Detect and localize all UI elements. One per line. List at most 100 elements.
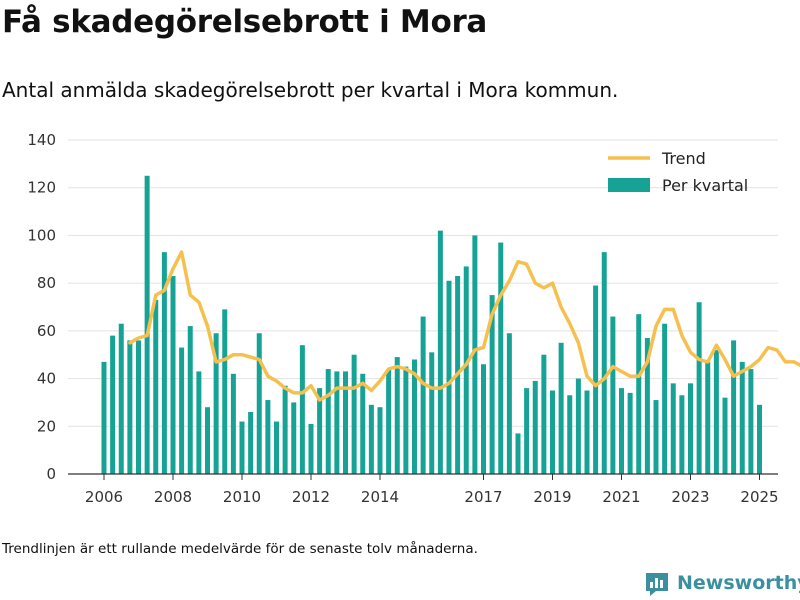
bar: [550, 390, 555, 474]
bar: [541, 354, 547, 474]
bar: [593, 285, 599, 474]
x-axis: 2006 2008 2010 2012 2014 2017 2019 2021 2023 2025: [68, 473, 779, 506]
y-tick-label: 80: [37, 274, 56, 292]
bar: [179, 347, 185, 474]
page-subtitle: Antal anmälda skadegörelsebrott per kvar…: [2, 78, 619, 102]
y-tick-label: 100: [27, 226, 56, 244]
bar: [584, 390, 590, 474]
bar: [429, 352, 435, 474]
y-tick-label: 0: [46, 465, 56, 483]
bar: [757, 404, 762, 474]
bar: [213, 333, 219, 474]
bar: [412, 359, 417, 474]
footnote: Trendlinjen är ett rullande medelvärde f…: [2, 541, 478, 557]
bar: [101, 361, 107, 474]
x-tick-label: 2023: [671, 488, 709, 506]
bar: [334, 371, 340, 474]
y-tick-label: 120: [27, 179, 56, 197]
bar: [601, 252, 607, 474]
bar: [515, 433, 521, 474]
bar: [127, 340, 133, 474]
y-tick-label: 40: [37, 370, 56, 388]
bar: [325, 369, 331, 474]
bar: [394, 357, 400, 474]
bar: [368, 404, 374, 474]
bar: [187, 326, 193, 474]
bar: [748, 369, 754, 474]
brand[interactable]: Newsworthy: [644, 568, 800, 598]
bar: [420, 316, 426, 474]
bar: [731, 340, 737, 474]
bar: [713, 349, 719, 474]
bar: [343, 371, 348, 474]
legend-trend-label: Trend: [661, 149, 706, 168]
legend-bars-swatch: [608, 178, 650, 192]
bar: [360, 373, 366, 474]
bar: [196, 371, 202, 474]
bar: [110, 335, 116, 474]
x-tick-label: 2019: [533, 488, 571, 506]
x-tick-label: 2006: [85, 488, 123, 506]
bar: [265, 400, 271, 474]
bar: [351, 354, 357, 474]
bar: [575, 378, 581, 474]
bar: [619, 388, 624, 474]
x-tick-label: 2025: [740, 488, 778, 506]
x-tick-label: 2012: [292, 488, 330, 506]
bar: [377, 407, 383, 474]
legend: Trend Per kvartal: [608, 149, 748, 195]
bar: [489, 295, 495, 474]
bar: [567, 395, 573, 474]
bar: [118, 323, 124, 474]
y-tick-label: 140: [27, 131, 56, 149]
brand-name: Newsworthy: [677, 572, 800, 594]
bar-series-per-kvartal: [101, 175, 762, 475]
bar: [610, 316, 616, 474]
newsworthy-logo-icon: [646, 573, 668, 596]
y-tick-label: 60: [37, 322, 56, 340]
bar: [308, 423, 314, 474]
x-tick-label: 2014: [361, 488, 399, 506]
bar: [205, 407, 210, 474]
bar: [136, 340, 141, 474]
bar: [696, 302, 702, 474]
x-tick-label: 2021: [602, 488, 640, 506]
bar: [256, 333, 262, 474]
bar: [524, 388, 530, 474]
x-tick-label: 2017: [464, 488, 502, 506]
bar: [248, 411, 254, 474]
bar: [230, 373, 236, 474]
bar: [153, 299, 159, 474]
bar: [481, 364, 486, 474]
bar: [506, 333, 512, 474]
legend-bars-label: Per kvartal: [662, 176, 748, 195]
bar: [679, 395, 685, 474]
bar: [239, 421, 245, 474]
bar: [282, 385, 288, 474]
bar: [627, 392, 633, 474]
bar: [446, 280, 452, 474]
bar: [532, 380, 538, 474]
trend-line: [128, 250, 800, 402]
bar: [498, 242, 504, 474]
x-tick-label: 2008: [154, 488, 192, 506]
page-title: Få skadegörelsebrott i Mora: [2, 4, 488, 40]
bar: [144, 175, 150, 475]
y-tick-label: 20: [37, 417, 56, 435]
bar: [644, 338, 650, 474]
bar: [274, 421, 279, 474]
bar: [722, 397, 728, 474]
bar: [670, 383, 676, 474]
bar: [386, 369, 392, 474]
bar: [222, 309, 228, 474]
bar: [662, 323, 668, 474]
bar: [291, 402, 297, 474]
y-axis: 0 20 40 60 80 100 120 140: [27, 131, 56, 483]
bar: [653, 400, 659, 474]
bar: [170, 275, 176, 474]
bar: [299, 345, 305, 474]
bar: [437, 230, 443, 474]
bar: [403, 366, 409, 474]
bar: [472, 235, 478, 474]
